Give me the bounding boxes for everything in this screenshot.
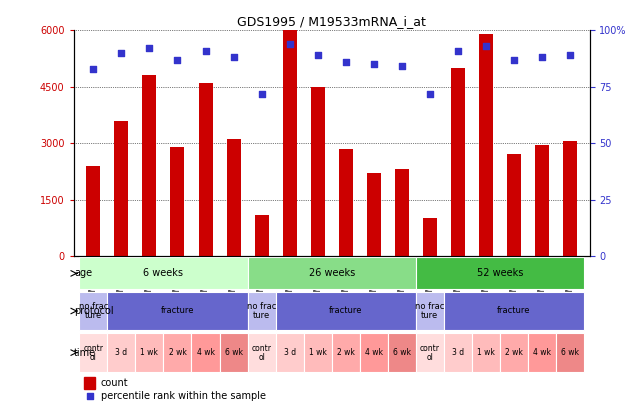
Text: contr
ol: contr ol bbox=[83, 343, 103, 362]
Text: 4 wk: 4 wk bbox=[197, 348, 215, 357]
Text: fracture: fracture bbox=[329, 307, 363, 315]
Text: 4 wk: 4 wk bbox=[533, 348, 551, 357]
Bar bbox=[114, 121, 128, 256]
Bar bbox=[338, 149, 353, 256]
Point bbox=[313, 52, 323, 58]
FancyBboxPatch shape bbox=[472, 333, 500, 372]
Text: 2 wk: 2 wk bbox=[169, 348, 187, 357]
Text: 2 wk: 2 wk bbox=[505, 348, 523, 357]
FancyBboxPatch shape bbox=[416, 257, 584, 290]
Point bbox=[481, 43, 491, 49]
Bar bbox=[199, 83, 213, 256]
Text: count: count bbox=[101, 378, 128, 388]
Text: 52 weeks: 52 weeks bbox=[477, 269, 523, 278]
Point bbox=[256, 90, 267, 97]
FancyBboxPatch shape bbox=[556, 333, 584, 372]
Text: 2 wk: 2 wk bbox=[337, 348, 354, 357]
Text: 4 wk: 4 wk bbox=[365, 348, 383, 357]
Bar bbox=[535, 145, 549, 256]
Text: percentile rank within the sample: percentile rank within the sample bbox=[101, 391, 265, 401]
FancyBboxPatch shape bbox=[247, 333, 276, 372]
Bar bbox=[451, 68, 465, 256]
Bar bbox=[423, 218, 437, 256]
FancyBboxPatch shape bbox=[135, 333, 163, 372]
Text: 6 wk: 6 wk bbox=[393, 348, 411, 357]
FancyBboxPatch shape bbox=[304, 333, 332, 372]
FancyBboxPatch shape bbox=[416, 292, 444, 330]
Point bbox=[537, 54, 547, 61]
Bar bbox=[254, 215, 269, 256]
FancyBboxPatch shape bbox=[388, 333, 416, 372]
Point bbox=[201, 47, 211, 54]
FancyBboxPatch shape bbox=[108, 333, 135, 372]
Point bbox=[228, 54, 238, 61]
Point bbox=[144, 45, 154, 52]
Bar bbox=[142, 75, 156, 256]
FancyBboxPatch shape bbox=[108, 292, 247, 330]
Text: age: age bbox=[74, 269, 92, 278]
FancyBboxPatch shape bbox=[247, 257, 416, 290]
Text: 1 wk: 1 wk bbox=[477, 348, 495, 357]
Point bbox=[425, 90, 435, 97]
Bar bbox=[507, 154, 521, 256]
FancyBboxPatch shape bbox=[79, 257, 247, 290]
Text: 6 wk: 6 wk bbox=[561, 348, 579, 357]
Text: no frac
ture: no frac ture bbox=[247, 302, 276, 320]
FancyBboxPatch shape bbox=[416, 333, 444, 372]
Text: fracture: fracture bbox=[161, 307, 194, 315]
Bar bbox=[171, 147, 185, 256]
Text: protocol: protocol bbox=[74, 306, 113, 316]
Point bbox=[85, 393, 95, 399]
FancyBboxPatch shape bbox=[276, 292, 416, 330]
FancyBboxPatch shape bbox=[79, 292, 108, 330]
Point bbox=[369, 61, 379, 68]
Bar bbox=[563, 141, 577, 256]
Bar bbox=[87, 166, 101, 256]
Bar bbox=[311, 87, 325, 256]
Point bbox=[509, 56, 519, 63]
Point bbox=[88, 66, 99, 72]
Text: 3 d: 3 d bbox=[115, 348, 128, 357]
Point bbox=[172, 56, 183, 63]
Point bbox=[285, 40, 295, 47]
Title: GDS1995 / M19533mRNA_i_at: GDS1995 / M19533mRNA_i_at bbox=[237, 15, 426, 28]
FancyBboxPatch shape bbox=[219, 333, 247, 372]
FancyBboxPatch shape bbox=[500, 333, 528, 372]
Bar bbox=[283, 30, 297, 256]
Text: contr
ol: contr ol bbox=[252, 343, 272, 362]
FancyBboxPatch shape bbox=[247, 292, 276, 330]
Bar bbox=[84, 377, 96, 389]
FancyBboxPatch shape bbox=[444, 292, 584, 330]
FancyBboxPatch shape bbox=[528, 333, 556, 372]
Bar bbox=[479, 34, 493, 256]
Text: time: time bbox=[74, 347, 96, 358]
Text: 1 wk: 1 wk bbox=[140, 348, 158, 357]
Bar bbox=[226, 139, 240, 256]
Bar bbox=[367, 173, 381, 256]
Text: no frac
ture: no frac ture bbox=[79, 302, 108, 320]
FancyBboxPatch shape bbox=[192, 333, 219, 372]
Text: 26 weeks: 26 weeks bbox=[308, 269, 355, 278]
FancyBboxPatch shape bbox=[276, 333, 304, 372]
Text: no frac
ture: no frac ture bbox=[415, 302, 445, 320]
Point bbox=[340, 59, 351, 65]
FancyBboxPatch shape bbox=[163, 333, 192, 372]
Text: 1 wk: 1 wk bbox=[309, 348, 327, 357]
Text: 3 d: 3 d bbox=[452, 348, 464, 357]
Point bbox=[453, 47, 463, 54]
Bar bbox=[395, 169, 409, 256]
Point bbox=[565, 52, 575, 58]
Text: 6 wk: 6 wk bbox=[224, 348, 242, 357]
Point bbox=[397, 63, 407, 70]
Text: contr
ol: contr ol bbox=[420, 343, 440, 362]
Text: fracture: fracture bbox=[497, 307, 531, 315]
Text: 6 weeks: 6 weeks bbox=[144, 269, 183, 278]
FancyBboxPatch shape bbox=[79, 333, 108, 372]
FancyBboxPatch shape bbox=[360, 333, 388, 372]
Text: 3 d: 3 d bbox=[283, 348, 296, 357]
FancyBboxPatch shape bbox=[332, 333, 360, 372]
FancyBboxPatch shape bbox=[444, 333, 472, 372]
Point bbox=[116, 50, 126, 56]
